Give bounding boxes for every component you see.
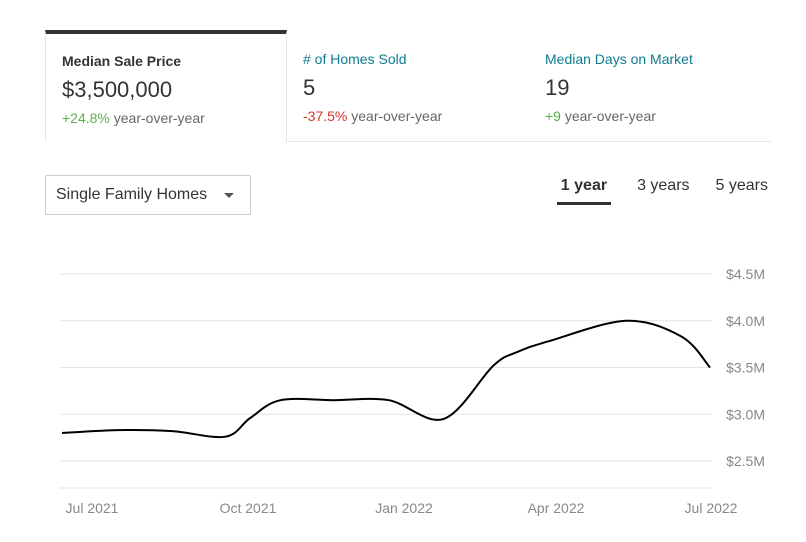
- change-value: +24.8%: [62, 110, 110, 126]
- chart-grid: [60, 273, 712, 489]
- tab-value: $3,500,000: [62, 77, 173, 102]
- period-1-year[interactable]: 1 year: [556, 177, 612, 205]
- metric-tabs: Median Sale Price $3,500,000 +24.8% year…: [45, 30, 773, 142]
- tab-days-on-market[interactable]: Median Days on Market 19 +9 year-over-ye…: [529, 30, 771, 142]
- tab-value: 19: [545, 75, 570, 100]
- x-tick-label: Jul 2021: [66, 500, 119, 516]
- tab-change-row: +24.8% year-over-year: [62, 109, 270, 127]
- y-tick-label: $3.5M: [726, 360, 765, 376]
- y-tick-label: $4.5M: [726, 266, 765, 282]
- period-selector: 1 year 3 years 5 years: [556, 177, 768, 205]
- period-3-years[interactable]: 3 years: [637, 177, 690, 194]
- tab-median-sale-price[interactable]: Median Sale Price $3,500,000 +24.8% year…: [45, 30, 287, 142]
- x-tick-label: Jul 2022: [685, 500, 738, 516]
- change-value: +9: [545, 108, 561, 124]
- tab-change-row: +9 year-over-year: [545, 107, 755, 125]
- change-suffix: year-over-year: [351, 108, 443, 124]
- change-value: -37.5%: [303, 108, 348, 124]
- tab-value: 5: [303, 75, 316, 100]
- tab-title: Median Sale Price: [62, 53, 182, 69]
- period-5-years[interactable]: 5 years: [715, 177, 768, 194]
- chevron-down-icon: [224, 192, 234, 198]
- dropdown-selected-value: Single Family Homes: [56, 186, 208, 203]
- y-tick-label: $4.0M: [726, 313, 765, 329]
- change-suffix: year-over-year: [113, 110, 205, 126]
- x-axis: Jul 2021 Oct 2021 Jan 2022 Apr 2022 Jul 2022: [66, 500, 738, 516]
- tab-homes-sold[interactable]: # of Homes Sold 5 -37.5% year-over-year: [287, 30, 529, 142]
- tab-change-row: -37.5% year-over-year: [303, 107, 513, 125]
- change-suffix: year-over-year: [564, 108, 656, 124]
- y-axis: $4.5M $4.0M $3.5M $3.0M $2.5M: [726, 266, 765, 469]
- tab-title: Median Days on Market: [545, 51, 693, 67]
- x-tick-label: Jan 2022: [375, 500, 433, 516]
- x-tick-label: Apr 2022: [528, 500, 585, 516]
- series-line: [61, 319, 711, 439]
- x-tick-label: Oct 2021: [220, 500, 277, 516]
- y-tick-label: $3.0M: [726, 406, 765, 422]
- y-tick-label: $2.5M: [726, 453, 765, 469]
- tab-title: # of Homes Sold: [303, 51, 407, 67]
- home-type-dropdown[interactable]: Single Family Homes: [45, 175, 251, 215]
